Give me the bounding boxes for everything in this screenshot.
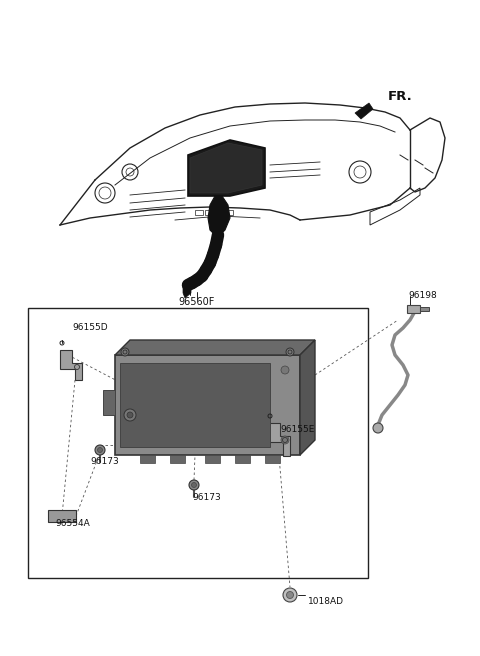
Bar [28,308,368,578]
Text: 96560F: 96560F [179,297,215,307]
Circle shape [283,588,297,602]
Text: 96554A: 96554A [55,518,90,527]
Text: 96173: 96173 [192,493,221,502]
Circle shape [281,366,289,374]
Polygon shape [300,340,315,455]
Polygon shape [170,455,185,463]
Circle shape [286,348,294,356]
Polygon shape [265,455,280,463]
Polygon shape [48,510,76,522]
Polygon shape [103,390,115,415]
Polygon shape [188,140,265,196]
Circle shape [127,412,133,418]
Polygon shape [190,143,262,193]
Polygon shape [205,455,220,463]
Polygon shape [268,423,290,456]
Circle shape [192,483,196,487]
Polygon shape [60,350,82,380]
Circle shape [373,423,383,433]
Polygon shape [355,103,373,119]
Text: 96155D: 96155D [72,323,108,331]
Polygon shape [208,196,230,235]
Polygon shape [115,355,300,455]
Text: 96155E: 96155E [280,426,314,434]
Polygon shape [115,340,315,355]
Text: 96173: 96173 [90,457,119,466]
Circle shape [95,445,105,455]
Circle shape [121,348,129,356]
Polygon shape [140,455,155,463]
Text: 96198: 96198 [408,291,437,300]
Text: FR.: FR. [388,91,413,104]
Circle shape [287,592,293,598]
Polygon shape [183,285,191,298]
Text: 1018AD: 1018AD [308,596,344,605]
Polygon shape [120,363,270,447]
Polygon shape [420,307,429,311]
Circle shape [97,447,103,453]
Circle shape [281,436,289,444]
Circle shape [124,409,136,421]
Polygon shape [235,455,250,463]
Polygon shape [407,305,420,313]
Circle shape [189,480,199,490]
